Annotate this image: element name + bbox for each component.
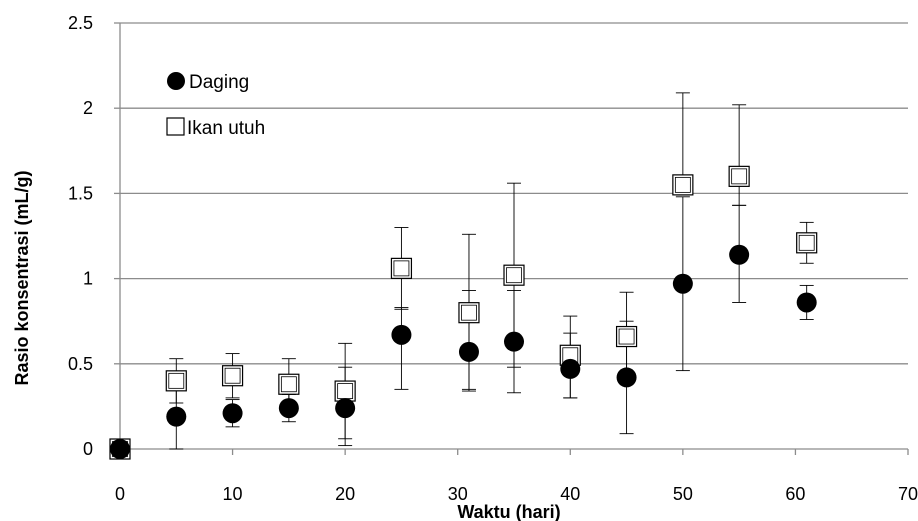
x-tick-labels: 0 10 20 30 40 50 60 70 [115, 484, 918, 504]
legend-marker-ikan-utuh [166, 117, 185, 136]
x-tick-label: 0 [115, 484, 125, 504]
point-ikan-utuh-inner [393, 260, 410, 277]
point-ikan-utuh-inner [731, 168, 748, 185]
point-ikan-utuh [615, 325, 638, 348]
point-ikan-utuh [165, 370, 187, 392]
point-ikan-utuh-inner [674, 176, 691, 193]
point-ikan-utuh [278, 373, 300, 395]
point-ikan-utuh-inner [224, 367, 241, 384]
x-tick-label: 30 [448, 484, 468, 504]
x-tick-label: 60 [785, 484, 805, 504]
y-tick-label: 2.5 [68, 13, 93, 33]
point-daging [796, 292, 817, 313]
point-ikan-utuh [796, 232, 818, 254]
legend-label-daging: Daging [189, 72, 249, 93]
data-markers [109, 165, 818, 460]
point-ikan-utuh-inner [798, 234, 815, 251]
y-tick-label: 2 [83, 98, 93, 118]
point-ikan-utuh [334, 380, 356, 402]
y-tick-label: 1 [83, 269, 93, 289]
point-ikan-utuh-inner [506, 267, 522, 284]
point-daging [504, 331, 524, 352]
point-daging [672, 273, 693, 294]
point-ikan-utuh-inner [168, 372, 185, 389]
y-tick-label: 1.5 [68, 183, 93, 203]
y-tick-label: 0.5 [68, 354, 93, 374]
y-tick-labels: 0 0.5 1 1.5 2 2.5 [68, 13, 93, 459]
point-ikan-utuh [503, 264, 525, 286]
x-tick-label: 70 [898, 484, 918, 504]
point-daging [335, 398, 356, 419]
point-ikan-utuh [672, 174, 694, 196]
point-ikan-utuh-inner [280, 376, 297, 393]
point-daging [560, 358, 581, 379]
point-daging [458, 341, 479, 362]
point-daging [222, 403, 243, 424]
point-daging [166, 406, 187, 427]
error-bars [169, 92, 814, 450]
y-axis-title: Rasio konsentrasi (mL/g) [12, 170, 32, 385]
point-daging [278, 398, 299, 419]
point-daging [616, 367, 637, 388]
point-daging [391, 324, 412, 345]
legend-marker-daging [167, 72, 185, 90]
point-ikan-utuh [728, 165, 750, 187]
point-daging [729, 244, 750, 265]
x-tick-label: 40 [560, 484, 580, 504]
point-ikan-utuh-inner [618, 328, 635, 345]
point-ikan-utuh [221, 365, 244, 387]
x-tick-label: 10 [223, 484, 243, 504]
legend-label-ikan-utuh: Ikan utuh [187, 118, 265, 139]
point-ikan-utuh [390, 257, 413, 279]
x-tick-label: 20 [335, 484, 355, 504]
point-ikan-utuh [458, 302, 480, 324]
point-daging [110, 439, 130, 459]
y-tick-label: 0 [83, 439, 93, 459]
point-ikan-utuh-inner [461, 304, 477, 321]
x-axis-title: Waktu (hari) [457, 502, 560, 521]
x-tick-label: 50 [673, 484, 693, 504]
legend: Daging Ikan utuh [166, 72, 265, 139]
